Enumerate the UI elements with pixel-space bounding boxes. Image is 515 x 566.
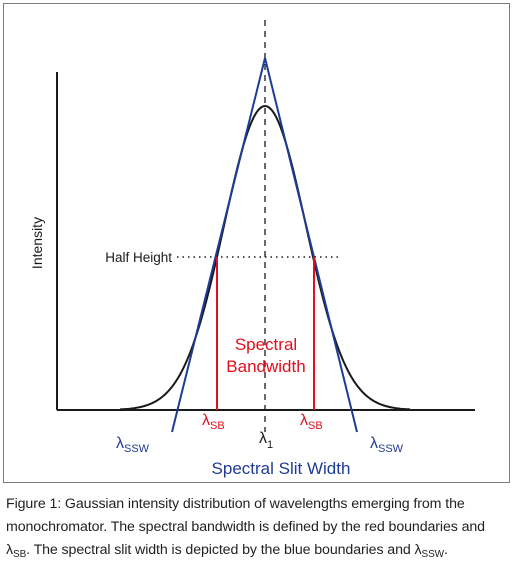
caption-lambda-sb-subscript: SB: [13, 549, 27, 560]
lambda-ssw-left-label: λSSW: [116, 435, 150, 455]
spectral-bandwidth-label-line1: Spectral: [235, 335, 297, 354]
lambda-subscript: SSW: [124, 443, 150, 455]
lambda-subscript: SB: [210, 420, 225, 432]
diagram-svg: Intensity Half Height Spectral Bandwidth…: [29, 20, 475, 478]
lambda-1-label: λ1: [259, 430, 273, 451]
lambda-sb-right-label: λSB: [300, 412, 323, 432]
caption-lambda-ssw-subscript: SSW: [421, 549, 445, 560]
spectral-bandwidth-label-line2: Bandwidth: [226, 357, 305, 376]
y-axis-label: Intensity: [29, 217, 45, 269]
caption-lambda-sb-symbol: λ: [6, 542, 13, 558]
figure-caption: Figure 1: Gaussian intensity distributio…: [6, 493, 511, 563]
slit-width-left-line: [171, 57, 266, 433]
spectral-slit-width-label: Spectral Slit Width: [212, 459, 351, 478]
gaussian-curve: [119, 105, 411, 411]
lambda-subscript: SB: [308, 420, 323, 432]
lambda-symbol: λ: [202, 412, 210, 429]
caption-text-1: Figure 1: Gaussian intensity distributio…: [6, 496, 485, 535]
caption-text-3: .: [444, 542, 448, 558]
lambda-symbol: λ: [259, 430, 267, 447]
lambda-subscript: SSW: [378, 443, 404, 455]
lambda-ssw-right-label: λSSW: [370, 435, 404, 455]
caption-lambda-ssw-symbol: λ: [414, 542, 422, 558]
lambda-symbol: λ: [116, 435, 124, 452]
lambda-subscript: 1: [267, 439, 273, 451]
lambda-symbol: λ: [300, 412, 308, 429]
half-height-label: Half Height: [105, 250, 172, 265]
lambda-symbol: λ: [370, 435, 378, 452]
caption-text-2: . The spectral slit width is depicted by…: [26, 542, 415, 558]
figure-frame: [3, 3, 510, 483]
slit-width-right-line: [264, 57, 358, 433]
lambda-sb-left-label: λSB: [202, 412, 225, 432]
